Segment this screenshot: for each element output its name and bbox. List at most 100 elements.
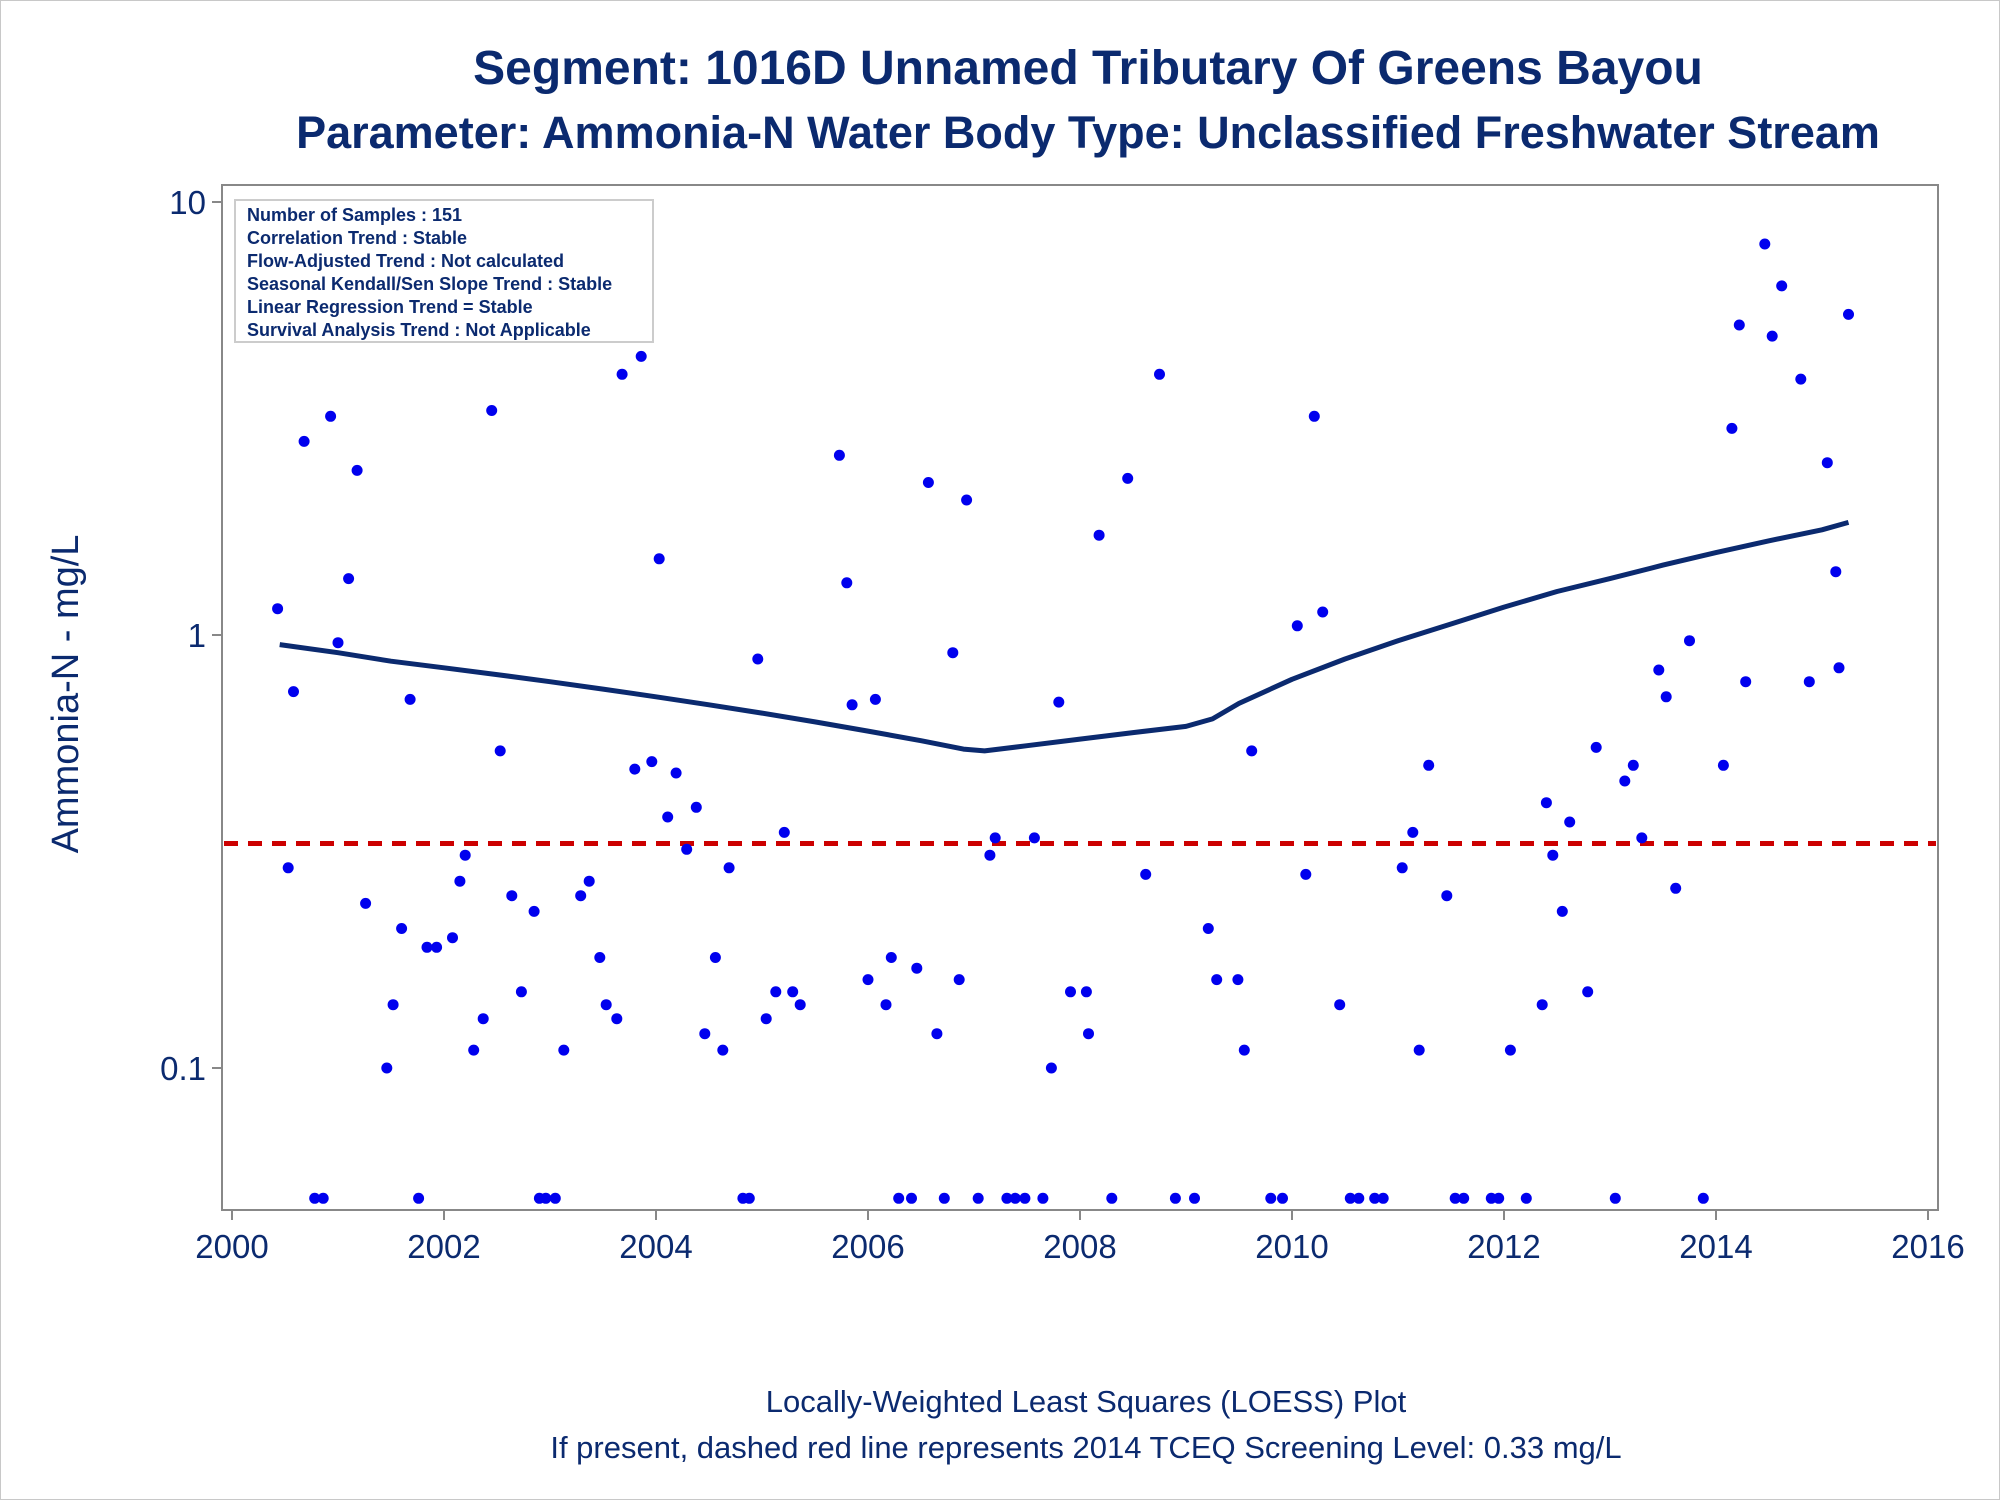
data-points [272, 238, 1854, 1204]
stats-line-seasonal-kendall: Seasonal Kendall/Sen Slope Trend : Stabl… [247, 274, 612, 294]
data-point [953, 974, 965, 986]
data-point [938, 1192, 950, 1204]
data-point [431, 941, 443, 953]
data-point [616, 368, 628, 380]
data-point [846, 699, 858, 711]
data-point [869, 693, 881, 705]
data-point [1009, 1192, 1021, 1204]
data-point [961, 494, 973, 506]
data-point [1733, 319, 1745, 331]
data-point [558, 1044, 570, 1056]
data-point [1684, 635, 1695, 647]
data-point [717, 1044, 729, 1056]
data-point [1154, 368, 1165, 380]
data-point [515, 986, 527, 998]
data-point [880, 999, 892, 1011]
data-point [1766, 330, 1778, 342]
stats-line-survival-analysis: Survival Analysis Trend : Not Applicable [247, 320, 591, 340]
data-point [1564, 816, 1576, 828]
data-point [1083, 1028, 1094, 1040]
y-axis: 10 1 0.1 [160, 184, 222, 1087]
data-point [1277, 1192, 1288, 1204]
data-point [1803, 676, 1815, 688]
data-point [1238, 1044, 1250, 1056]
data-point [1211, 974, 1223, 986]
data-point [1458, 1192, 1470, 1204]
stats-line-flow-adjusted: Flow-Adjusted Trend : Not calculated [247, 251, 564, 271]
data-point [1609, 1192, 1621, 1204]
data-point [1520, 1192, 1532, 1204]
data-point [770, 986, 782, 998]
data-point [635, 350, 647, 362]
data-point [778, 826, 790, 838]
data-point [1660, 691, 1672, 703]
data-point [1670, 882, 1682, 894]
data-point [1536, 999, 1548, 1011]
data-point [1726, 422, 1738, 434]
data-point [922, 477, 934, 488]
data-point [1019, 1192, 1031, 1204]
data-point [681, 843, 693, 855]
data-point [351, 464, 363, 476]
data-point [1037, 1192, 1049, 1204]
data-point [833, 449, 845, 461]
data-point [1291, 620, 1303, 632]
y-tick-label: 0.1 [160, 1050, 206, 1087]
data-point [1308, 410, 1320, 422]
chart-title: Segment: 1016D Unnamed Tributary Of Gree… [473, 42, 1703, 95]
x-tick-label: 2016 [1891, 1228, 1964, 1265]
data-point [387, 999, 399, 1011]
data-point [1045, 1062, 1057, 1074]
data-point [1122, 472, 1134, 484]
data-point [298, 435, 310, 447]
stats-line-correlation: Correlation Trend : Stable [247, 228, 467, 248]
data-point [984, 849, 996, 861]
data-point [743, 1192, 755, 1204]
data-point [396, 923, 408, 934]
data-point [343, 573, 355, 585]
data-point [272, 603, 284, 615]
x-tick-label: 2004 [619, 1228, 692, 1265]
data-point [1189, 1192, 1200, 1204]
data-point [540, 1192, 552, 1204]
data-point [494, 745, 506, 757]
x-tick-label: 2010 [1255, 1228, 1328, 1265]
data-point [1619, 775, 1631, 787]
chart-subtitle: Parameter: Ammonia-N Water Body Type: Un… [296, 107, 1880, 158]
data-point [1821, 457, 1833, 469]
data-point [787, 986, 799, 998]
data-point [1300, 868, 1312, 880]
data-point [709, 952, 721, 963]
data-point [1396, 862, 1408, 874]
data-point [317, 1192, 329, 1204]
data-point [723, 862, 735, 874]
data-point [1169, 1192, 1181, 1204]
data-point [690, 801, 702, 813]
data-point [1353, 1192, 1365, 1204]
data-point [1776, 280, 1788, 292]
data-point [325, 410, 337, 422]
x-tick-label: 2002 [407, 1228, 480, 1265]
data-point [1140, 868, 1152, 880]
data-point [699, 1028, 711, 1040]
data-point [1265, 1192, 1277, 1204]
data-point [862, 974, 874, 986]
data-point [1232, 974, 1244, 986]
data-point [1093, 529, 1105, 541]
data-point [468, 1044, 480, 1056]
data-point [629, 763, 641, 775]
x-tick-label: 2008 [1043, 1228, 1116, 1265]
data-point [1106, 1192, 1118, 1204]
data-point [1246, 745, 1258, 757]
x-tick-label: 2000 [195, 1228, 268, 1265]
data-point [1065, 986, 1076, 998]
x-axis: 2000 2002 2004 2006 2008 2010 2012 2014 2016 [195, 1210, 1965, 1265]
data-point [760, 1013, 772, 1025]
data-point [1759, 238, 1771, 250]
data-point [404, 693, 416, 705]
footer-line-1: Locally-Weighted Least Squares (LOESS) P… [766, 1384, 1407, 1419]
data-point [421, 941, 433, 953]
data-point [646, 756, 658, 768]
data-point [1377, 1192, 1389, 1204]
